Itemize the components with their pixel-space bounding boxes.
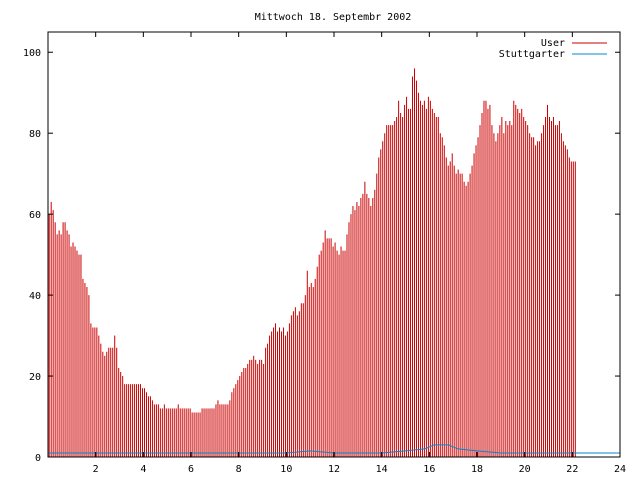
y-tick-label: 0 (35, 453, 41, 464)
x-tick-label: 6 (188, 464, 194, 475)
plot-frame (47, 31, 621, 458)
x-tick-label: 4 (140, 464, 146, 475)
x-tick-label: 14 (376, 464, 388, 475)
legend-label-user: User (541, 38, 565, 49)
x-tick-label: 24 (614, 464, 626, 475)
legend-label-stuttgarter: Stuttgarter (499, 49, 565, 60)
legend: User Stuttgarter (499, 38, 607, 60)
x-tick-label: 16 (423, 464, 435, 475)
x-tick-label: 8 (236, 464, 242, 475)
chart-title: Mittwoch 18. Septembr 2002 (255, 12, 412, 23)
x-tick-label: 2 (93, 464, 99, 475)
x-tick-label: 12 (328, 464, 340, 475)
user-bars (48, 68, 576, 457)
x-tick-label: 18 (471, 464, 483, 475)
y-tick-label: 60 (29, 210, 41, 221)
x-tick-label: 20 (519, 464, 531, 475)
y-tick-label: 40 (29, 291, 41, 302)
x-tick-label: 22 (566, 464, 578, 475)
x-tick-label: 10 (280, 464, 292, 475)
y-tick-label: 100 (23, 48, 41, 59)
y-tick-label: 80 (29, 129, 41, 140)
stuttgarter-series-line (48, 444, 620, 454)
y-tick-label: 20 (29, 372, 41, 383)
